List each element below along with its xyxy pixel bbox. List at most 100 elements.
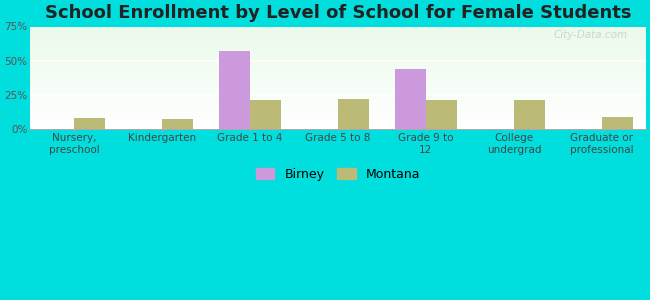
Bar: [30, 103, 646, 104]
Bar: [30, 74, 646, 75]
Text: City-Data.com: City-Data.com: [553, 30, 627, 40]
Bar: [30, 45, 646, 46]
Bar: [30, 78, 646, 79]
Bar: [162, 119, 193, 129]
Bar: [30, 116, 646, 117]
Bar: [30, 58, 646, 59]
Bar: [30, 29, 646, 30]
Bar: [30, 107, 646, 108]
Bar: [30, 26, 646, 27]
Bar: [30, 36, 646, 37]
Bar: [30, 32, 646, 33]
Bar: [30, 64, 646, 65]
Bar: [30, 55, 646, 56]
Bar: [30, 39, 646, 40]
Bar: [30, 54, 646, 55]
Bar: [30, 117, 646, 118]
Bar: [30, 70, 646, 71]
Bar: [30, 79, 646, 80]
Bar: [30, 40, 646, 41]
Bar: [219, 51, 250, 129]
Bar: [30, 90, 646, 91]
Bar: [30, 110, 646, 111]
Bar: [250, 100, 281, 129]
Bar: [426, 100, 457, 129]
Bar: [30, 122, 646, 123]
Bar: [30, 85, 646, 86]
Bar: [30, 104, 646, 105]
Bar: [30, 49, 646, 50]
Bar: [514, 100, 545, 129]
Bar: [30, 52, 646, 53]
Bar: [30, 38, 646, 39]
Bar: [30, 41, 646, 42]
Bar: [30, 106, 646, 107]
Bar: [30, 50, 646, 51]
Bar: [30, 125, 646, 126]
Bar: [30, 102, 646, 103]
Bar: [30, 51, 646, 52]
Bar: [30, 65, 646, 66]
Bar: [30, 105, 646, 106]
Bar: [30, 77, 646, 78]
Bar: [30, 67, 646, 68]
Bar: [602, 117, 632, 129]
Bar: [30, 124, 646, 125]
Bar: [30, 57, 646, 58]
Bar: [30, 126, 646, 127]
Bar: [30, 63, 646, 64]
Bar: [338, 99, 369, 129]
Bar: [30, 97, 646, 98]
Bar: [30, 71, 646, 72]
Bar: [30, 92, 646, 93]
Bar: [30, 59, 646, 60]
Bar: [30, 76, 646, 77]
Bar: [30, 128, 646, 129]
Bar: [30, 115, 646, 116]
Bar: [30, 34, 646, 35]
Bar: [30, 96, 646, 97]
Bar: [30, 95, 646, 96]
Bar: [30, 30, 646, 31]
Bar: [30, 35, 646, 36]
Bar: [30, 31, 646, 32]
Bar: [30, 80, 646, 81]
Bar: [30, 87, 646, 88]
Bar: [30, 62, 646, 63]
Bar: [30, 121, 646, 122]
Bar: [30, 46, 646, 47]
Bar: [30, 101, 646, 102]
Legend: Birney, Montana: Birney, Montana: [251, 163, 425, 186]
Bar: [30, 119, 646, 120]
Bar: [30, 99, 646, 100]
Bar: [30, 118, 646, 119]
Bar: [30, 111, 646, 112]
Bar: [30, 93, 646, 94]
Bar: [30, 72, 646, 73]
Bar: [30, 88, 646, 89]
Bar: [30, 84, 646, 85]
Title: School Enrollment by Level of School for Female Students: School Enrollment by Level of School for…: [45, 4, 631, 22]
Bar: [30, 100, 646, 101]
Bar: [30, 127, 646, 128]
Bar: [30, 68, 646, 69]
Bar: [74, 118, 105, 129]
Bar: [30, 86, 646, 87]
Bar: [30, 47, 646, 48]
Bar: [30, 43, 646, 44]
Bar: [30, 60, 646, 61]
Bar: [30, 123, 646, 124]
Bar: [30, 98, 646, 99]
Bar: [30, 42, 646, 43]
Bar: [30, 27, 646, 28]
Bar: [30, 37, 646, 38]
Bar: [30, 73, 646, 74]
Bar: [30, 44, 646, 45]
Bar: [30, 114, 646, 115]
Bar: [30, 48, 646, 49]
Bar: [30, 89, 646, 90]
Bar: [30, 83, 646, 84]
Bar: [30, 82, 646, 83]
Bar: [30, 53, 646, 54]
Bar: [30, 66, 646, 67]
